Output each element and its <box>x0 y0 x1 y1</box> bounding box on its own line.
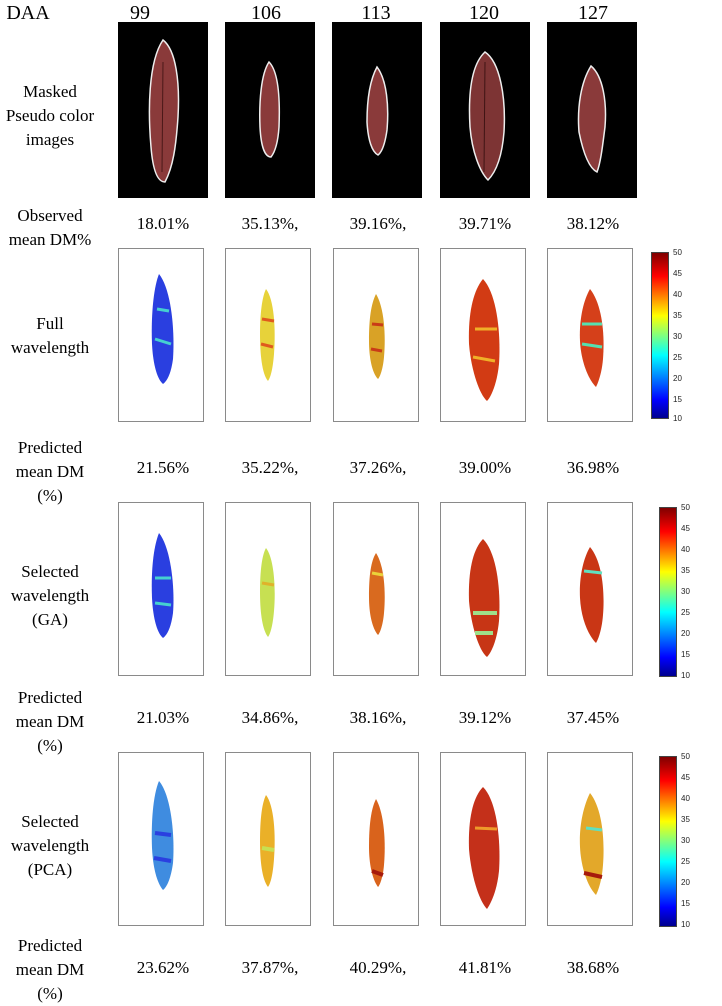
column-header-113: 113 <box>361 2 391 24</box>
row-label-ga: Selected wavelength (GA) <box>10 562 90 629</box>
heatmap-ga-127 <box>547 502 633 676</box>
row-label-masked: Masked Pseudo color images <box>5 82 95 149</box>
colorbar-tick: 30 <box>681 836 690 845</box>
heatmap-pca-120 <box>440 752 526 926</box>
colorbar-tick: 25 <box>681 608 690 617</box>
heatmap-full-113 <box>333 248 419 422</box>
predicted-pca-127: 38.68% <box>566 958 620 977</box>
colorbar-tick: 45 <box>673 269 682 278</box>
predicted-pca-120: 41.81% <box>458 958 512 977</box>
predicted-ga-106: 34.86%, <box>241 708 299 727</box>
colorbar-ga <box>659 507 677 677</box>
predicted-full-99: 21.56% <box>136 458 190 477</box>
colorbar-tick: 40 <box>673 290 682 299</box>
daa-label: DAA <box>6 2 50 24</box>
column-header-120: 120 <box>469 2 499 24</box>
colorbar-tick: 20 <box>681 629 690 638</box>
heatmap-full-106 <box>225 248 311 422</box>
observed-value-106: 35.13%, <box>241 214 299 233</box>
row-label-observed: Observed mean DM% <box>8 206 92 249</box>
colorbar-tick: 10 <box>673 414 682 423</box>
colorbar-tick: 15 <box>681 650 690 659</box>
observed-value-99: 18.01% <box>136 214 190 233</box>
predicted-pca-99: 23.62% <box>136 958 190 977</box>
heatmap-pca-106 <box>225 752 311 926</box>
colorbar-tick: 50 <box>681 503 690 512</box>
colorbar-tick: 35 <box>681 566 690 575</box>
predicted-full-106: 35.22%, <box>241 458 299 477</box>
colorbar-tick: 15 <box>673 395 682 404</box>
heatmap-ga-99 <box>118 502 204 676</box>
heatmap-full-127 <box>547 248 633 422</box>
column-header-127: 127 <box>578 2 608 24</box>
predicted-ga-113: 38.16%, <box>349 708 407 727</box>
predicted-ga-120: 39.12% <box>458 708 512 727</box>
colorbar-tick: 50 <box>681 752 690 761</box>
observed-value-113: 39.16%, <box>349 214 407 233</box>
colorbar-tick: 15 <box>681 899 690 908</box>
colorbar-tick: 40 <box>681 794 690 803</box>
colorbar-tick: 20 <box>673 374 682 383</box>
colorbar-tick: 25 <box>673 353 682 362</box>
predicted-pca-113: 40.29%, <box>349 958 407 977</box>
row-label-full: Full wavelength <box>10 314 90 357</box>
colorbar-tick: 35 <box>681 815 690 824</box>
masked-image-120 <box>440 22 530 198</box>
heatmap-pca-113 <box>333 752 419 926</box>
predicted-full-120: 39.00% <box>458 458 512 477</box>
row-label-predicted-1: Predicted mean DM (%) <box>15 438 85 505</box>
heatmap-ga-106 <box>225 502 311 676</box>
colorbar-tick: 35 <box>673 311 682 320</box>
colorbar-tick: 40 <box>681 545 690 554</box>
colorbar-tick: 50 <box>673 248 682 257</box>
predicted-ga-127: 37.45% <box>566 708 620 727</box>
observed-value-127: 38.12% <box>566 214 620 233</box>
heatmap-pca-99 <box>118 752 204 926</box>
column-header-106: 106 <box>251 2 281 24</box>
heatmap-full-99 <box>118 248 204 422</box>
heatmap-ga-113 <box>333 502 419 676</box>
colorbar-tick: 45 <box>681 524 690 533</box>
colorbar-tick: 20 <box>681 878 690 887</box>
predicted-pca-106: 37.87%, <box>241 958 299 977</box>
predicted-full-127: 36.98% <box>566 458 620 477</box>
colorbar-tick: 30 <box>673 332 682 341</box>
row-label-pca: Selected wavelength (PCA) <box>10 812 90 879</box>
heatmap-pca-127 <box>547 752 633 926</box>
colorbar-tick: 10 <box>681 920 690 929</box>
colorbar-tick: 25 <box>681 857 690 866</box>
heatmap-ga-120 <box>440 502 526 676</box>
colorbar-tick: 10 <box>681 671 690 680</box>
colorbar-pca <box>659 756 677 927</box>
column-header-99: 99 <box>130 2 150 24</box>
colorbar-full <box>651 252 669 419</box>
masked-image-106 <box>225 22 315 198</box>
observed-value-120: 39.71% <box>458 214 512 233</box>
row-label-predicted-2: Predicted mean DM (%) <box>15 688 85 755</box>
masked-image-127 <box>547 22 637 198</box>
colorbar-tick: 30 <box>681 587 690 596</box>
masked-image-99 <box>118 22 208 198</box>
row-label-predicted-3: Predicted mean DM (%) <box>15 936 85 1003</box>
heatmap-full-120 <box>440 248 526 422</box>
predicted-full-113: 37.26%, <box>349 458 407 477</box>
masked-image-113 <box>332 22 422 198</box>
predicted-ga-99: 21.03% <box>136 708 190 727</box>
colorbar-tick: 45 <box>681 773 690 782</box>
